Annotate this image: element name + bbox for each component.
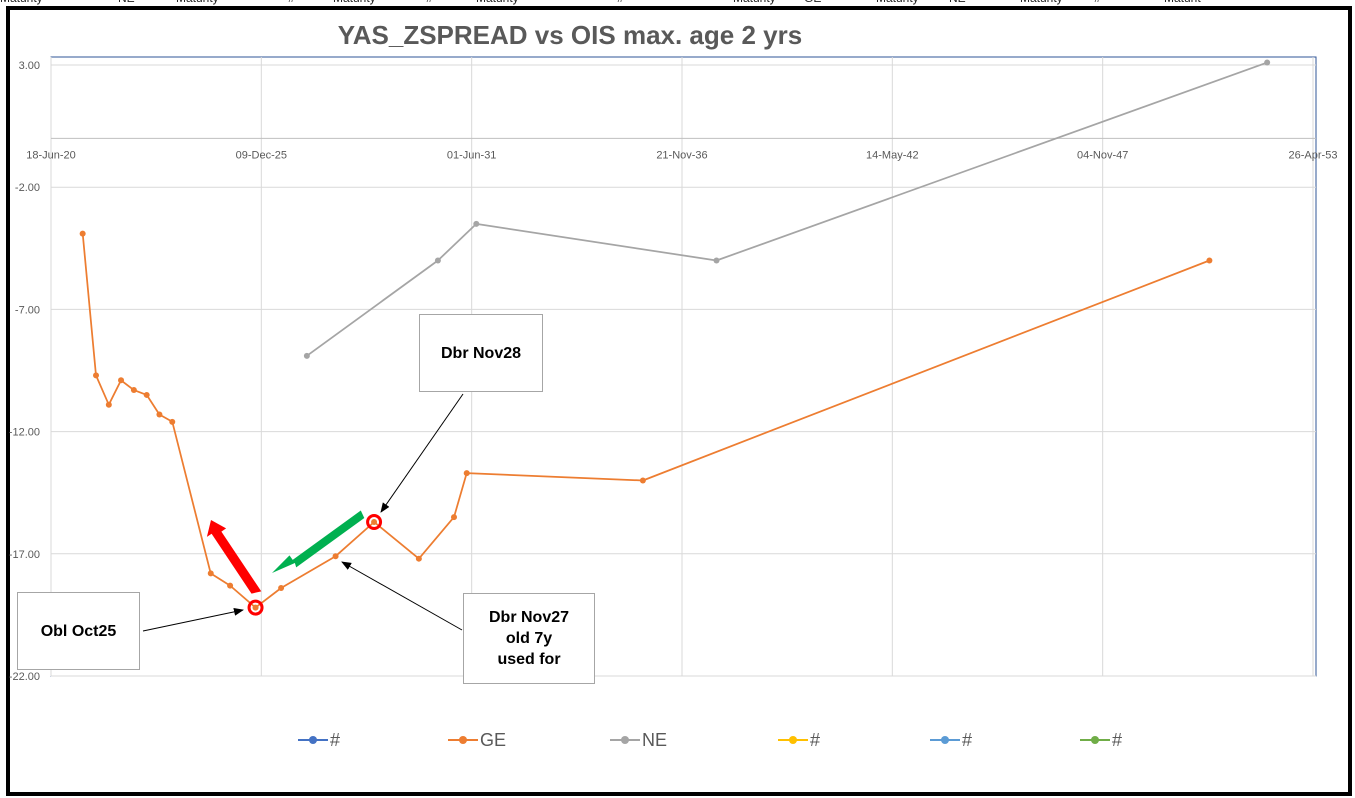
callout-obl-oct25: Obl Oct25 [17, 592, 140, 670]
data-point-ne [713, 257, 720, 264]
data-point-ge [156, 411, 163, 418]
sheet-header-cell: # [288, 0, 295, 5]
data-point-ge [79, 230, 86, 237]
data-point-ne [473, 220, 480, 227]
chart-title: YAS_ZSPREAD vs OIS max. age 2 yrs [337, 20, 803, 50]
sheet-header-cell: # [426, 0, 433, 5]
legend-swatch [610, 728, 640, 752]
legend-item: # [1080, 728, 1122, 752]
x-axis-ticks: 18-Jun-20 09-Dec-25 01-Jun-31 21-Nov-36 14-M… [26, 149, 1337, 161]
series-line-ge [81, 233, 1210, 609]
data-point-ge [130, 387, 137, 394]
data-point-ge [371, 519, 378, 526]
data-point-ge [332, 553, 339, 560]
highlight-ring [366, 514, 383, 531]
legend-item: # [930, 728, 972, 752]
y-tick-label: -12.00 [9, 427, 40, 439]
sheet-header-cell: Maturity [176, 0, 219, 5]
x-tick-label: 21-Nov-36 [656, 149, 707, 161]
legend-swatch [930, 728, 960, 752]
sheet-header-cell: NE [118, 0, 135, 5]
callout-dbr-nov27-line-2: old 7y [505, 630, 553, 647]
red-up-arrow [206, 520, 262, 594]
x-tick-label: 01-Jun-31 [447, 149, 497, 161]
legend-label: NE [642, 729, 668, 750]
highlight-layer [247, 514, 383, 616]
legend-label: # [330, 729, 341, 750]
data-point-ge [169, 418, 176, 425]
data-point-ge [278, 585, 285, 592]
legend-label: GE [480, 729, 507, 750]
sheet-header-cell: Maturity [876, 0, 919, 5]
x-tick-label: 26-Apr-53 [1289, 149, 1338, 161]
y-tick-label: -17.00 [9, 549, 40, 561]
sheet-header-cell: GE [804, 0, 821, 5]
series-line-ne [306, 61, 1268, 357]
y-tick-label: -2.00 [15, 182, 40, 194]
callout-obl-oct25-text: Obl Oct25 [40, 622, 117, 640]
y-axis-ticks: 3.00 -2.00 -7.00 -12.00 -17.00 -22.00 [9, 60, 40, 683]
legend-item: NE [610, 728, 667, 752]
data-point-ge [415, 555, 422, 562]
sheet-header-cell: Maturity [733, 0, 776, 5]
data-point-ge [105, 401, 112, 408]
sheet-header-cell: # [1094, 0, 1101, 5]
data-point-ge [639, 477, 646, 484]
data-point-ne [434, 257, 441, 264]
x-tick-label: 14-May-42 [866, 149, 919, 161]
gridlines [50, 57, 1316, 677]
data-point-ge [1206, 257, 1213, 264]
legend-swatch [448, 728, 478, 752]
legend-swatch [1080, 728, 1110, 752]
sheet-header-cell: # [617, 0, 624, 5]
data-point-ge [252, 604, 259, 611]
legend-label: # [962, 729, 973, 750]
obl-oct25-pointer [142, 607, 244, 632]
dbr-nov27-pointer [341, 561, 463, 631]
callout-dbr-nov27-line-1: Dbr Nov27 [488, 609, 570, 626]
chart-legend: # GE NE # # # [290, 728, 1190, 752]
data-point-ge [450, 514, 457, 521]
legend-item: GE [448, 728, 506, 752]
legend-swatch [778, 728, 808, 752]
data-point-ge [93, 372, 100, 379]
x-tick-label: 18-Jun-20 [26, 149, 76, 161]
y-tick-label: 3.00 [19, 60, 40, 72]
legend-swatch [298, 728, 328, 752]
series-layer [79, 59, 1271, 611]
data-point-ge [227, 582, 234, 589]
green-left-arrow [272, 510, 365, 573]
data-point-ge [143, 391, 150, 398]
x-tick-label: 04-Nov-47 [1077, 149, 1128, 161]
annotation-arrows [142, 393, 464, 632]
y-tick-label: -22.00 [9, 671, 40, 683]
legend-item: # [298, 728, 340, 752]
sheet-header-cell: Maturity [0, 0, 43, 5]
chart-frame [6, 6, 1352, 796]
callout-dbr-nov27-line-3: used for [497, 651, 561, 668]
callout-dbr-nov28-text: Dbr Nov28 [440, 344, 522, 362]
data-point-ge [207, 570, 214, 577]
y-tick-label: -7.00 [15, 304, 40, 316]
data-point-ne [303, 352, 310, 359]
sheet-header-cell: Maturity [1020, 0, 1063, 5]
sheet-header-cell: NE [949, 0, 966, 5]
sheet-header-cell: Maturity [476, 0, 519, 5]
spreadsheet-header-row: Maturity NE Maturity # Maturity # Maturity # Mat… [0, 0, 1355, 8]
callout-dbr-nov27: Dbr Nov27 old 7y used for [463, 593, 595, 684]
legend-label: # [810, 729, 821, 750]
data-point-ne [1264, 59, 1271, 66]
callout-dbr-nov28: Dbr Nov28 [419, 314, 543, 392]
data-point-ge [463, 470, 470, 477]
sheet-header-cell: Maturity [333, 0, 376, 5]
legend-item: # [778, 728, 820, 752]
sheet-header-cell: Maturit [1164, 0, 1201, 5]
legend-label: # [1112, 729, 1123, 750]
dbr-nov28-pointer [380, 393, 464, 513]
data-point-ge [118, 377, 125, 384]
highlight-ring [247, 599, 264, 616]
x-tick-label: 09-Dec-25 [236, 149, 287, 161]
